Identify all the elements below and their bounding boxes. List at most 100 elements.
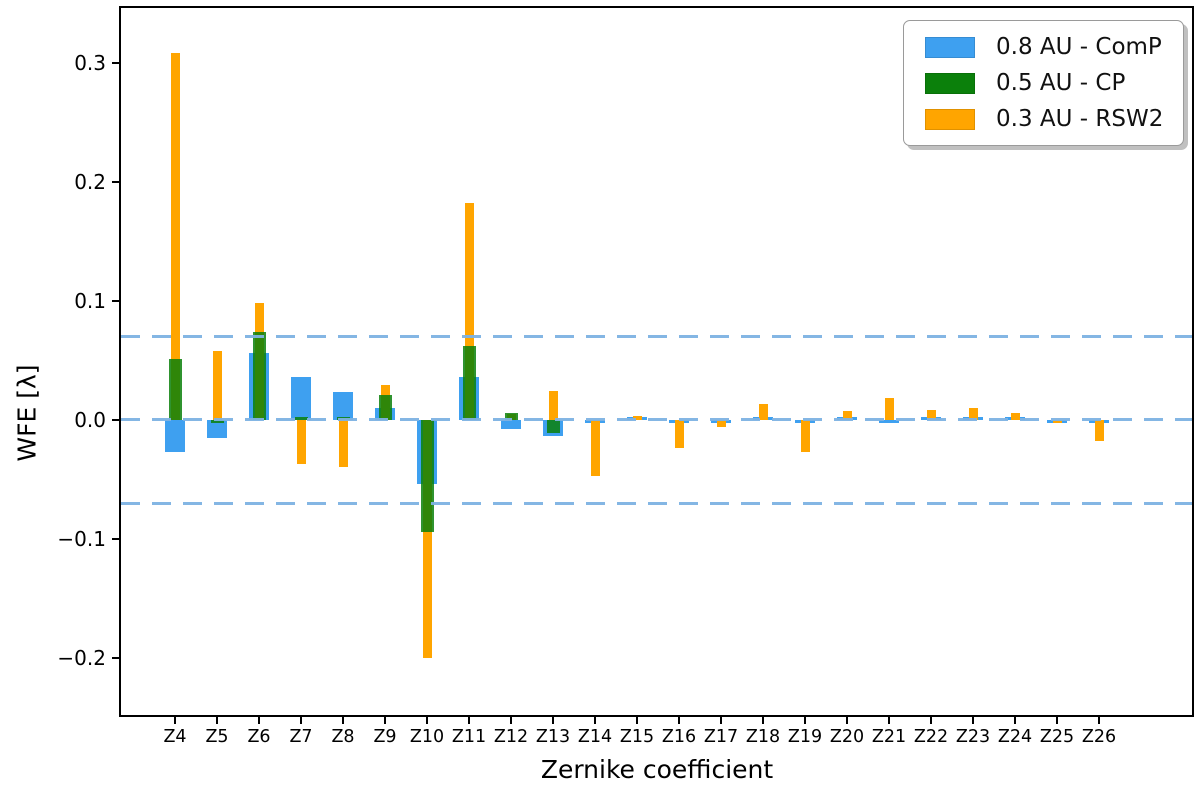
bar-Z5-series1 [210, 419, 224, 424]
x-tick-Z5 [216, 715, 218, 724]
x-tick-label: Z6 [247, 727, 271, 747]
legend-label-rsw2: 0.3 AU - RSW2 [996, 105, 1164, 132]
y-tick-label: 0.3 [74, 50, 106, 75]
bar-Z13-series1 [546, 419, 560, 433]
x-tick-label: Z12 [493, 727, 529, 747]
x-tick-label: Z18 [745, 727, 781, 747]
x-tick-Z26 [1098, 715, 1100, 724]
x-tick-label: Z24 [997, 727, 1033, 747]
x-tick-Z15 [636, 715, 638, 724]
bar-Z10-series2 [422, 419, 432, 658]
dashed-line-0.07 [121, 335, 1192, 338]
bar-Z16-series2 [674, 419, 684, 449]
bar-Z26-series2 [1094, 419, 1104, 442]
bar-Z14-series2 [590, 419, 600, 476]
bar-Z12-series1 [504, 412, 518, 420]
x-tick-label: Z20 [829, 727, 865, 747]
x-tick-label: Z22 [913, 727, 949, 747]
bar-Z9-series1 [378, 394, 392, 420]
x-tick-label: Z8 [331, 727, 355, 747]
x-tick-Z20 [846, 715, 848, 724]
x-tick-Z21 [888, 715, 890, 724]
legend-swatch-rsw2 [925, 108, 975, 130]
x-tick-label: Z17 [703, 727, 739, 747]
y-tick-label: 0.0 [74, 407, 106, 432]
x-tick-label: Z5 [205, 727, 229, 747]
bar-Z19-series2 [800, 419, 810, 452]
x-tick-Z6 [258, 715, 260, 724]
x-tick-label: Z25 [1039, 727, 1075, 747]
x-tick-Z13 [552, 715, 554, 724]
bar-Z21-series2 [884, 398, 894, 420]
dashed-line-0 [121, 418, 1192, 422]
bar-Z4-series0 [165, 419, 185, 452]
bar-Z11-series1 [462, 346, 476, 420]
x-tick-Z18 [762, 715, 764, 724]
y-tick-label: 0.1 [74, 288, 106, 313]
x-tick-Z19 [804, 715, 806, 724]
x-tick-Z4 [174, 715, 176, 724]
x-tick-Z25 [1056, 715, 1058, 724]
x-tick-label: Z21 [871, 727, 907, 747]
bar-Z17-series2 [716, 419, 726, 427]
bar-Z23-series2 [968, 407, 978, 420]
x-tick-label: Z16 [661, 727, 697, 747]
bar-Z6-series1 [252, 331, 266, 420]
x-tick-label: Z19 [787, 727, 823, 747]
bar-Z21-series0 [879, 419, 899, 423]
legend-item-cp: 0.5 AU - CP [925, 69, 1173, 96]
x-tick-Z23 [972, 715, 974, 724]
bar-Z11-series2 [464, 203, 474, 420]
bar-Z10-series1 [420, 419, 434, 532]
x-tick-label: Z9 [373, 727, 397, 747]
legend-item-comp: 0.8 AU - ComP [925, 33, 1173, 60]
y-tick-label: 0.2 [74, 169, 106, 194]
bar-Z24-series2 [1010, 412, 1020, 420]
x-tick-Z9 [384, 715, 386, 724]
x-tick-label: Z14 [577, 727, 613, 747]
x-tick-label: Z15 [619, 727, 655, 747]
legend-swatch-comp [925, 36, 975, 58]
y-tick-0.3 [112, 61, 121, 64]
bar-Z15-series2 [632, 416, 642, 420]
bar-Z18-series2 [758, 404, 768, 420]
legend-label-cp: 0.5 AU - CP [996, 69, 1126, 96]
x-tick-Z17 [720, 715, 722, 724]
y-tick-0.0 [112, 418, 121, 421]
legend-swatch-cp [925, 72, 975, 94]
bar-Z7-series0 [291, 376, 311, 420]
bar-Z8-series2 [338, 419, 348, 468]
x-tick-Z10 [426, 715, 428, 724]
bar-Z5-series0 [207, 419, 227, 438]
y-tick-0.1 [112, 299, 121, 302]
x-tick-label: Z13 [535, 727, 571, 747]
x-tick-label: Z4 [163, 727, 187, 747]
x-tick-label: Z11 [451, 727, 487, 747]
bar-Z8-series0 [333, 392, 353, 420]
x-tick-label: Z23 [955, 727, 991, 747]
x-tick-Z7 [300, 715, 302, 724]
y-tick-−0.2 [112, 656, 121, 659]
x-tick-Z22 [930, 715, 932, 724]
dashed-line--0.07 [121, 501, 1192, 505]
bar-Z20-series2 [842, 411, 852, 420]
x-tick-Z24 [1014, 715, 1016, 724]
bar-Z4-series2 [170, 53, 180, 420]
x-tick-Z14 [594, 715, 596, 724]
x-tick-Z11 [468, 715, 470, 724]
y-tick-0.2 [112, 180, 121, 183]
x-tick-Z16 [678, 715, 680, 724]
legend-item-rsw2: 0.3 AU - RSW2 [925, 105, 1173, 132]
x-tick-Z12 [510, 715, 512, 724]
bar-Z13-series2 [548, 391, 558, 420]
x-tick-label: Z7 [289, 727, 313, 747]
legend-label-comp: 0.8 AU - ComP [996, 33, 1162, 60]
x-tick-Z8 [342, 715, 344, 724]
bar-Z4-series1 [168, 359, 182, 420]
y-tick-label: −0.2 [57, 645, 106, 670]
legend: 0.8 AU - ComP 0.5 AU - CP 0.3 AU - RSW2 [903, 20, 1184, 146]
bar-Z25-series2 [1052, 419, 1062, 424]
x-tick-label: Z26 [1081, 727, 1117, 747]
x-tick-label: Z10 [409, 727, 445, 747]
